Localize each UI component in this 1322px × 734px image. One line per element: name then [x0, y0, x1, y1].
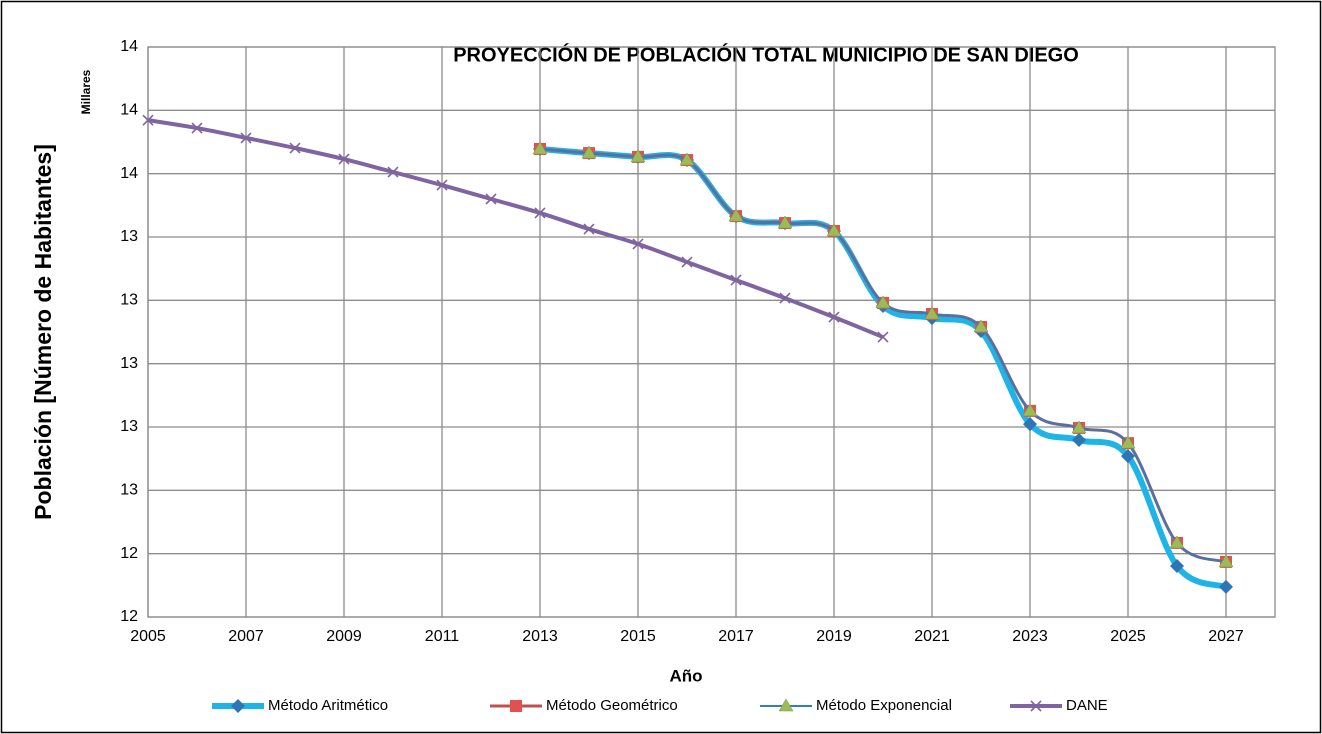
marker: [1071, 420, 1087, 434]
y-axis-title: Población [Número de Habitantes]: [30, 144, 56, 520]
x-axis-title: Año: [669, 666, 702, 685]
x-tick-label: 2019: [816, 628, 852, 645]
marker: [1218, 554, 1234, 568]
legend-label: DANE: [1066, 697, 1108, 714]
marker: [510, 700, 522, 712]
marker: [1120, 435, 1136, 449]
marker: [240, 132, 252, 144]
marker: [583, 223, 595, 235]
marker: [1030, 700, 1042, 712]
x-tick-label: 2015: [620, 628, 656, 645]
x-tick-label: 2011: [425, 628, 460, 645]
marker: [728, 208, 744, 222]
marker: [1170, 559, 1184, 574]
x-tick-label: 2025: [1110, 628, 1146, 645]
marker: [778, 698, 794, 712]
chart-title: PROYECCIÓN DE POBLACIÓN TOTAL MUNICIPIO …: [453, 42, 1079, 66]
marker: [1023, 417, 1037, 432]
y-tick-label: 13: [120, 355, 138, 372]
marker: [1072, 432, 1086, 447]
x-tick-label: 2021: [914, 628, 950, 645]
marker: [877, 331, 889, 343]
marker: [777, 215, 793, 229]
y-tick-label: 13: [120, 418, 138, 435]
marker: [436, 179, 448, 191]
legend-label: Método Aritmético: [268, 697, 388, 714]
y-tick-label: 14: [120, 38, 138, 55]
x-tick-label: 2027: [1208, 628, 1244, 645]
marker: [730, 274, 742, 286]
plot-border: [147, 46, 1276, 618]
x-tick-label: 2013: [522, 628, 558, 645]
marker: [532, 141, 548, 155]
y-tick-label: 13: [120, 228, 138, 245]
marker: [1022, 403, 1038, 417]
marker: [1169, 535, 1185, 549]
marker: [1219, 579, 1233, 594]
marker: [779, 292, 791, 304]
marker: [485, 193, 497, 205]
marker: [924, 306, 940, 320]
marker: [142, 114, 154, 126]
marker: [632, 238, 644, 250]
marker: [630, 149, 646, 163]
marker: [534, 207, 546, 219]
marker: [191, 122, 203, 134]
y-tick-label: 14: [120, 165, 138, 182]
x-tick-label: 2007: [228, 628, 264, 645]
y-tick-label: 12: [120, 608, 138, 625]
marker: [231, 699, 245, 713]
marker: [681, 256, 693, 268]
marker: [828, 311, 840, 323]
marker: [289, 142, 301, 154]
x-tick-label: 2017: [718, 628, 754, 645]
marker: [338, 153, 350, 165]
y-tick-label: 12: [120, 545, 138, 562]
legend-label: Método Geométrico: [546, 697, 678, 714]
legend-label: Método Exponencial: [816, 697, 952, 714]
x-tick-label: 2023: [1012, 628, 1048, 645]
marker: [973, 319, 989, 333]
x-tick-label: 2005: [130, 628, 166, 645]
y-tick-label: 13: [120, 292, 138, 309]
y-unit-label: Millares: [79, 69, 93, 114]
y-tick-label: 14: [120, 102, 138, 119]
x-tick-label: 2009: [326, 628, 362, 645]
y-tick-label: 13: [120, 482, 138, 499]
marker: [826, 223, 842, 237]
marker: [387, 166, 399, 178]
marker: [1121, 449, 1135, 464]
marker: [679, 152, 695, 166]
series-line: [147, 118, 884, 339]
marker: [875, 295, 891, 309]
marker: [581, 145, 597, 159]
